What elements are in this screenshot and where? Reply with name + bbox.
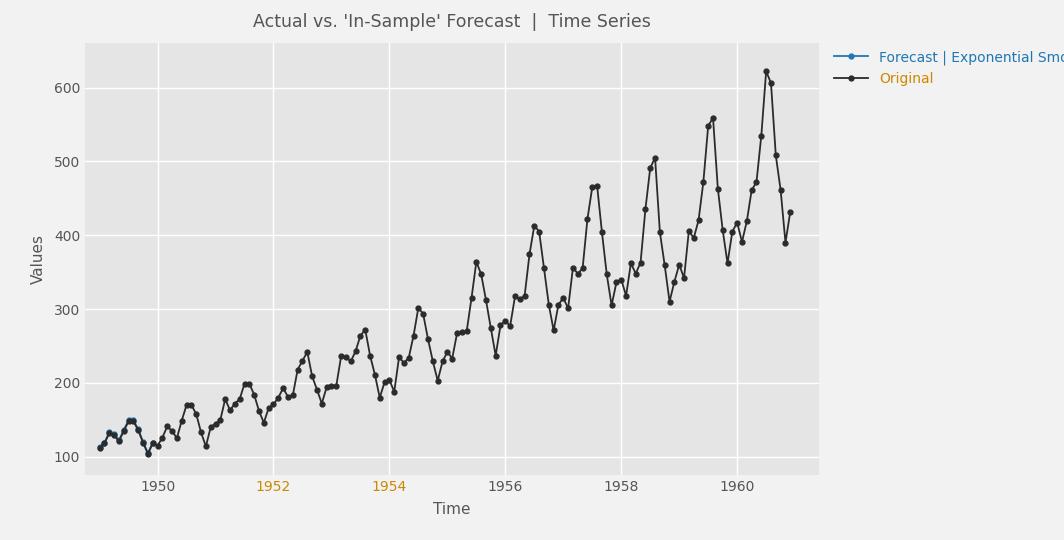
Line: Original: Original [97, 69, 793, 456]
Title: Actual vs. 'In-Sample' Forecast  |  Time Series: Actual vs. 'In-Sample' Forecast | Time S… [253, 12, 651, 31]
Forecast | Exponential Smoothing [142, 450, 154, 456]
Original [199, 443, 212, 450]
Original [663, 299, 676, 305]
Original [653, 229, 666, 235]
Original [784, 208, 797, 215]
Original [311, 386, 323, 393]
Legend: Forecast | Exponential Smoothing, Original: Forecast | Exponential Smoothing, Origin… [833, 50, 1064, 85]
Original [94, 444, 106, 451]
Original [142, 450, 154, 457]
X-axis label: Time: Time [433, 502, 471, 517]
Original [760, 68, 772, 75]
Original [591, 183, 603, 189]
Y-axis label: Values: Values [31, 234, 46, 284]
Original [147, 440, 160, 447]
Line: Forecast | Exponential Smoothing: Forecast | Exponential Smoothing [97, 418, 155, 456]
Forecast | Exponential Smoothing [94, 444, 106, 450]
